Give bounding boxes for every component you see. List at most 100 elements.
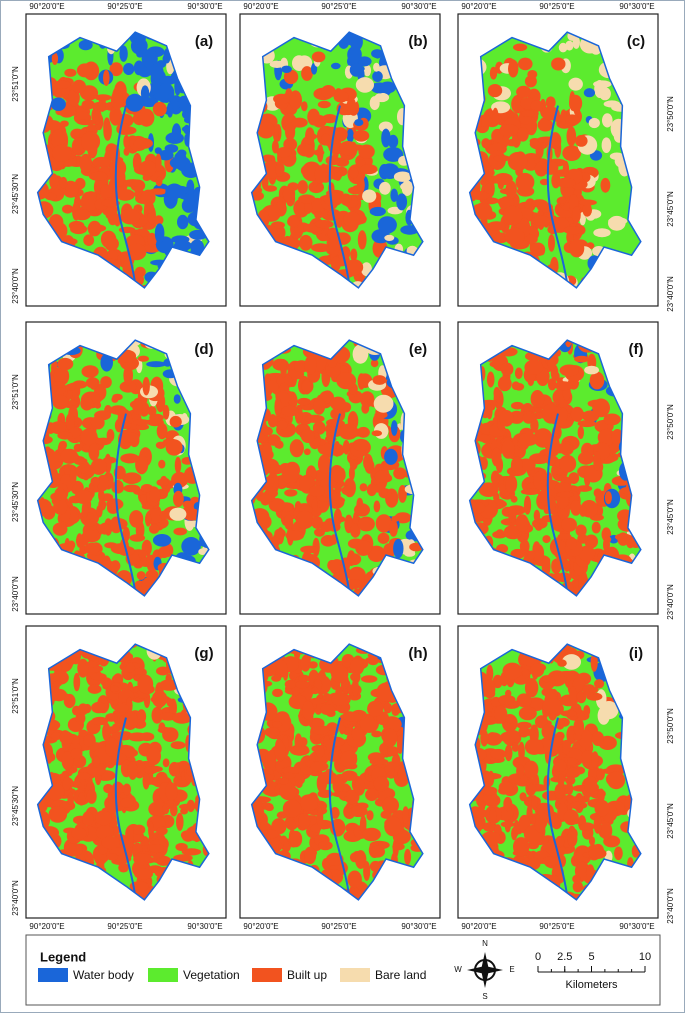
- landcover-patch: [109, 106, 122, 126]
- landcover-patch: [182, 500, 193, 509]
- landcover-patch: [281, 766, 301, 775]
- landcover-patch: [272, 688, 283, 698]
- landcover-patch: [562, 654, 581, 670]
- landcover-patch: [73, 209, 91, 221]
- landcover-patch: [367, 700, 384, 717]
- landcover-patch: [177, 214, 189, 230]
- landcover-patch: [556, 491, 574, 498]
- landcover-patch: [100, 184, 113, 201]
- landcover-patch: [79, 153, 93, 174]
- landcover-patch: [349, 167, 359, 179]
- landcover-patch: [168, 761, 180, 777]
- landcover-patch: [557, 196, 567, 204]
- landcover-patch: [70, 224, 88, 235]
- landcover-patch: [111, 723, 121, 733]
- longitude-label: 90°25'0"E: [321, 922, 356, 931]
- landcover-patch: [155, 153, 162, 172]
- landcover-patch: [330, 408, 340, 420]
- legend-label: Built up: [287, 968, 327, 982]
- landcover-patch: [577, 425, 584, 439]
- landcover-patch: [577, 420, 597, 428]
- landcover-patch: [333, 127, 348, 142]
- landcover-patch: [524, 359, 544, 375]
- landcover-patch: [371, 730, 382, 738]
- landcover-patch: [92, 755, 101, 768]
- landcover-patch: [593, 451, 601, 471]
- landcover-patch: [349, 63, 364, 77]
- landcover-patch: [68, 88, 80, 107]
- landcover-patch: [604, 491, 612, 505]
- landcover-patch: [542, 675, 551, 683]
- landcover-patch: [497, 376, 512, 392]
- landcover-patch: [511, 827, 518, 841]
- landcover-patch: [370, 359, 379, 368]
- landcover-patch: [490, 748, 507, 760]
- landcover-patch: [357, 230, 367, 250]
- landcover-patch: [304, 201, 313, 214]
- landcover-patch: [359, 483, 368, 492]
- landcover-patch: [530, 100, 544, 112]
- river: [546, 105, 569, 288]
- landcover-patch: [73, 672, 81, 692]
- landcover-patch: [85, 661, 98, 668]
- landcover-patch: [307, 108, 320, 126]
- landcover-patch: [86, 789, 97, 804]
- landcover-patch: [290, 746, 310, 756]
- landcover-patch: [304, 846, 317, 865]
- landcover-patch: [377, 216, 397, 234]
- landcover-patch: [110, 685, 120, 693]
- landcover-patch: [331, 692, 351, 706]
- landcover-patch: [76, 119, 96, 126]
- landcover-patch: [518, 57, 533, 71]
- landcover-patch: [57, 431, 73, 440]
- landcover-patch: [123, 134, 130, 149]
- latitude-label: 23°40'0"N: [11, 576, 20, 612]
- landcover-patch: [156, 479, 169, 487]
- landcover-patch: [111, 396, 119, 403]
- landcover-patch: [611, 429, 624, 446]
- landcover-patch: [285, 530, 305, 541]
- landcover-patch: [76, 772, 91, 780]
- landcover-patch: [271, 140, 279, 154]
- outline: [36, 31, 210, 289]
- landcover-patch: [271, 674, 282, 682]
- landcover-patch: [516, 764, 525, 779]
- landcover-patch: [564, 340, 572, 348]
- landcover-patch: [101, 199, 120, 207]
- landcover-patch: [573, 717, 585, 737]
- landcover-patch: [274, 528, 286, 539]
- landcover-patch: [480, 729, 489, 747]
- river: [546, 413, 569, 596]
- landcover-patch: [98, 488, 105, 503]
- river: [328, 717, 351, 900]
- landcover-patch: [140, 492, 147, 506]
- landcover-patch: [87, 684, 102, 694]
- landcover-patch: [173, 527, 187, 536]
- landcover-patch: [295, 779, 303, 789]
- panel-label: (e): [409, 341, 427, 358]
- landcover-patch: [342, 440, 350, 455]
- landcover-patch: [603, 413, 621, 426]
- panel-label: (g): [194, 645, 213, 662]
- landcover-patch: [495, 529, 505, 538]
- landcover-patch: [366, 810, 374, 821]
- longitude-label: 90°30'0"E: [401, 2, 436, 11]
- landcover-patch: [142, 377, 150, 396]
- landcover-patch: [271, 221, 285, 229]
- landcover-patch: [129, 534, 146, 542]
- landcover-patch: [127, 826, 134, 843]
- landcover-patch: [172, 712, 192, 724]
- legend-label: Bare land: [375, 968, 426, 982]
- landcover-patch: [531, 215, 551, 226]
- landcover-patch: [67, 540, 76, 550]
- landcover-patch: [576, 691, 587, 704]
- landcover-patch: [310, 761, 329, 772]
- compass-e: E: [509, 965, 514, 974]
- landcover-patch: [266, 749, 277, 768]
- landcover-patch: [279, 782, 298, 801]
- landcover-patch: [162, 404, 170, 420]
- landcover-patch: [101, 835, 120, 850]
- landcover-patch: [583, 88, 596, 98]
- landcover-patch: [362, 827, 381, 842]
- landcover-patch: [105, 713, 118, 722]
